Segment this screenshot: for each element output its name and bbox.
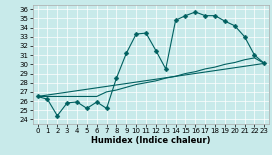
- X-axis label: Humidex (Indice chaleur): Humidex (Indice chaleur): [91, 136, 211, 145]
